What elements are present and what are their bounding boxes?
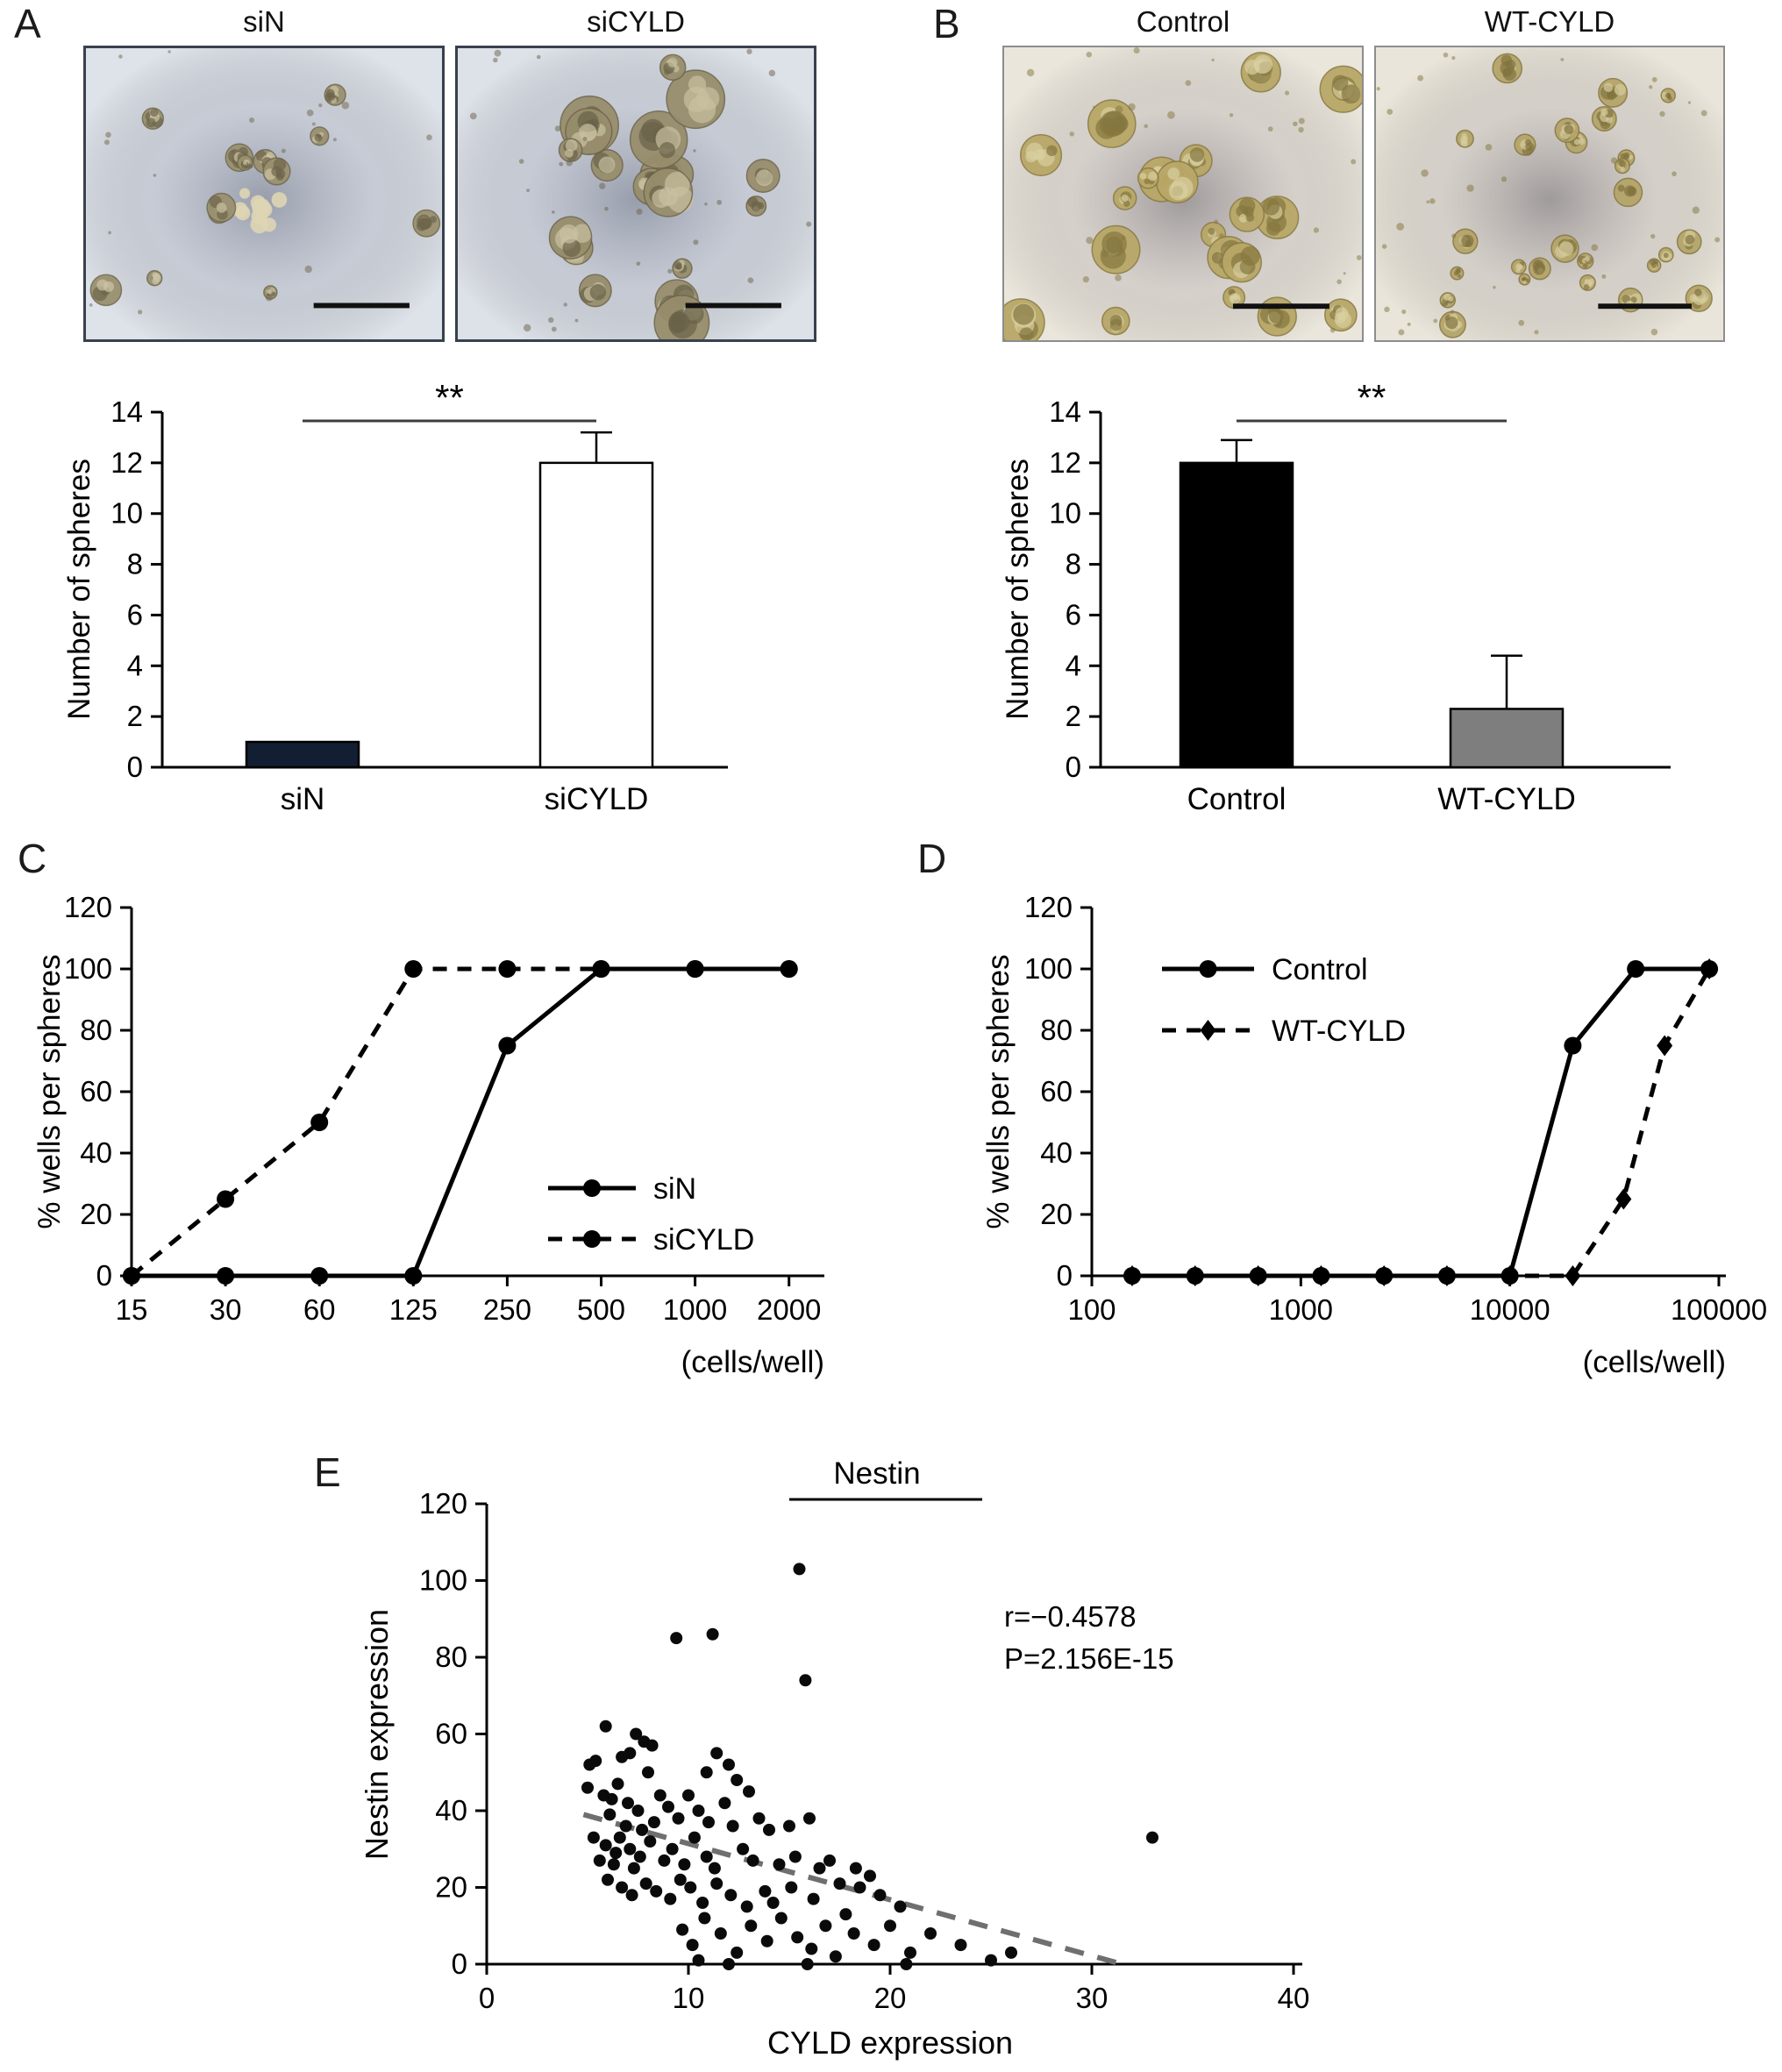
micrograph-wtcyld-image [1374,46,1725,342]
svg-text:100: 100 [419,1564,467,1597]
svg-text:100: 100 [64,952,112,985]
svg-text:siCYLD: siCYLD [653,1223,754,1257]
svg-text:0: 0 [96,1259,112,1292]
svg-text:Control: Control [1272,953,1368,986]
svg-text:CYLD expression: CYLD expression [767,2025,1013,2061]
micrograph-caption-control: Control [1136,5,1230,38]
svg-text:1000: 1000 [1269,1293,1333,1326]
svg-text:WT-CYLD: WT-CYLD [1437,782,1576,816]
svg-text:30: 30 [210,1293,242,1326]
svg-text:**: ** [1358,377,1386,418]
svg-text:0: 0 [127,751,143,783]
micrograph-sin-image [83,46,445,342]
svg-text:40: 40 [435,1794,467,1826]
bar-chart-control-wtcyld: 0 2 4 6 8 10 12 14 Control WT-CYLD Number of spher… [1001,377,1671,816]
svg-text:siCYLD: siCYLD [545,782,649,816]
svg-text:120: 120 [419,1487,467,1520]
svg-text:20: 20 [435,1871,467,1904]
svg-text:10000: 10000 [1470,1293,1550,1326]
svg-text:% wells per spheres: % wells per spheres [981,954,1016,1228]
line-chart-wt-dilution: 0 20 40 60 80 100 120 100 1000 10000 100000 (cells/… [981,891,1767,1379]
panel-d-label: D [917,836,947,881]
scale-bar [1232,303,1329,310]
svg-text:Nestin expression: Nestin expression [359,1609,395,1860]
panel-a-label: A [14,1,41,46]
scale-bar [685,303,781,309]
svg-text:2000: 2000 [757,1293,821,1326]
svg-text:500: 500 [577,1293,625,1326]
micrograph-caption-sicyld: siCYLD [587,5,685,38]
svg-text:80: 80 [435,1641,467,1673]
svg-text:4: 4 [1066,649,1081,681]
svg-text:6: 6 [1066,598,1081,630]
svg-text:60: 60 [303,1293,336,1326]
svg-text:(cells/well): (cells/well) [1583,1345,1726,1379]
svg-text:Control: Control [1187,782,1287,816]
svg-text:20: 20 [80,1198,112,1230]
svg-text:30: 30 [1076,1982,1108,2014]
svg-text:60: 60 [1040,1075,1073,1107]
scatter-nestin-vs-cyld: 0 20 40 60 80 100 120 0 10 20 30 40 Nestin r=−0.4578 P… [359,1456,1310,2061]
scale-bar [1598,303,1693,310]
svg-text:siN: siN [281,782,325,816]
svg-text:80: 80 [80,1014,112,1046]
svg-text:Nestin: Nestin [833,1456,920,1491]
svg-text:60: 60 [435,1718,467,1750]
svg-text:120: 120 [1024,891,1073,923]
micrograph-sicyld-image [455,46,816,342]
svg-text:120: 120 [64,891,112,923]
svg-text:1000: 1000 [663,1293,727,1326]
panel-b-label: B [933,1,960,46]
svg-text:12: 12 [1049,446,1081,479]
svg-text:15: 15 [116,1293,148,1326]
svg-text:0: 0 [479,1982,495,2014]
svg-text:100: 100 [1067,1293,1116,1326]
svg-text:2: 2 [127,700,143,732]
svg-text:Number of spheres: Number of spheres [1001,459,1035,720]
svg-text:14: 14 [110,395,143,428]
svg-text:250: 250 [483,1293,531,1326]
svg-text:siN: siN [653,1172,696,1206]
svg-text:2: 2 [1066,700,1081,732]
micrograph-caption-sin: siN [243,5,285,38]
svg-text:60: 60 [80,1075,112,1107]
svg-text:40: 40 [1278,1982,1310,2014]
svg-text:14: 14 [1049,395,1081,428]
micrograph-control-image [1002,46,1364,342]
svg-text:10: 10 [673,1982,705,2014]
svg-text:20: 20 [874,1982,907,2014]
bar-chart-sin-sicyld: 0 2 4 6 8 10 12 14 siN siCYLD Number of spheres ** [62,377,728,816]
svg-text:125: 125 [389,1293,438,1326]
svg-text:40: 40 [1040,1136,1073,1169]
svg-text:80: 80 [1040,1014,1073,1046]
svg-text:12: 12 [110,446,143,479]
svg-text:(cells/well): (cells/well) [681,1345,824,1379]
svg-text:20: 20 [1040,1198,1073,1230]
line-chart-si-dilution: 0 20 40 60 80 100 120 15 30 60 125 250 500 1000 2000 (c… [32,891,824,1379]
svg-text:40: 40 [80,1136,112,1169]
svg-text:0: 0 [1057,1259,1073,1292]
svg-text:Number of spheres: Number of spheres [62,459,96,720]
micrograph-caption-wtcyld: WT-CYLD [1484,5,1615,38]
svg-text:0: 0 [452,1947,467,1980]
svg-text:WT-CYLD: WT-CYLD [1272,1015,1406,1048]
svg-text:6: 6 [127,598,143,630]
panel-e-label: E [314,1449,341,1495]
panel-c-label: C [18,836,47,881]
svg-text:8: 8 [127,548,143,580]
svg-text:0: 0 [1066,751,1081,783]
scale-bar [313,303,410,309]
svg-text:**: ** [435,377,464,418]
svg-text:r=−0.4578: r=−0.4578 [1004,1600,1136,1633]
svg-text:P=2.156E-15: P=2.156E-15 [1004,1642,1174,1675]
svg-text:10: 10 [1049,497,1081,530]
svg-text:10: 10 [110,497,143,530]
svg-text:% wells per spheres: % wells per spheres [32,954,67,1228]
svg-text:100000: 100000 [1671,1293,1767,1326]
svg-text:100: 100 [1024,952,1073,985]
svg-text:4: 4 [127,649,143,681]
svg-text:8: 8 [1066,548,1081,580]
